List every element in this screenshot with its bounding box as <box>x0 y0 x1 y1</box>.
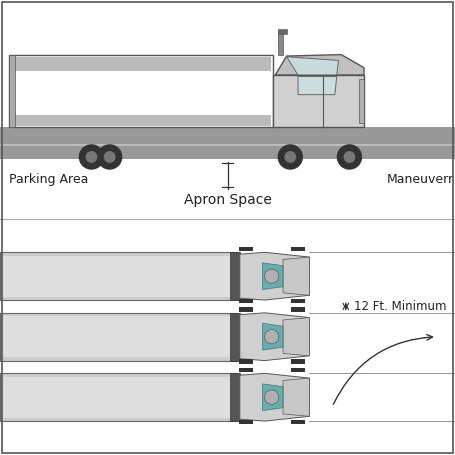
Polygon shape <box>240 252 309 300</box>
Bar <box>239 359 253 364</box>
Polygon shape <box>263 263 283 289</box>
Polygon shape <box>283 378 309 416</box>
Bar <box>239 420 253 424</box>
Polygon shape <box>263 384 283 410</box>
Text: 12 Ft. Minimum: 12 Ft. Minimum <box>354 300 446 313</box>
Bar <box>9 55 273 127</box>
Circle shape <box>264 390 279 404</box>
Bar <box>291 359 305 364</box>
Bar <box>3 256 234 297</box>
Circle shape <box>337 144 362 170</box>
Bar <box>230 373 240 421</box>
Bar <box>0 144 455 146</box>
Polygon shape <box>298 76 337 95</box>
Bar <box>0 313 237 360</box>
Polygon shape <box>283 257 309 295</box>
Circle shape <box>79 144 104 170</box>
Bar <box>3 316 234 357</box>
Bar <box>291 247 305 251</box>
Bar <box>239 368 253 372</box>
Bar <box>291 368 305 372</box>
Text: Apron Space: Apron Space <box>183 193 272 207</box>
Bar <box>291 420 305 424</box>
Circle shape <box>278 144 303 170</box>
Polygon shape <box>240 373 309 421</box>
Circle shape <box>86 151 97 163</box>
Bar <box>230 313 240 360</box>
Bar <box>0 252 237 300</box>
Circle shape <box>264 329 279 344</box>
Bar <box>239 298 253 303</box>
Bar <box>11 116 271 126</box>
Circle shape <box>264 269 279 283</box>
Bar <box>291 298 305 303</box>
Bar <box>278 30 283 55</box>
Polygon shape <box>283 318 309 356</box>
Text: Maneuverr: Maneuverr <box>387 173 454 186</box>
Bar <box>239 247 253 251</box>
Bar <box>230 252 240 300</box>
Polygon shape <box>263 324 283 350</box>
Bar <box>0 373 237 421</box>
Circle shape <box>97 144 122 170</box>
Bar <box>291 308 305 312</box>
Circle shape <box>104 151 116 163</box>
Bar <box>9 55 15 127</box>
Polygon shape <box>240 313 309 360</box>
Text: Parking Area: Parking Area <box>9 173 88 186</box>
FancyArrowPatch shape <box>334 334 432 404</box>
Bar <box>11 57 271 71</box>
Circle shape <box>284 151 296 163</box>
Polygon shape <box>275 55 364 75</box>
Bar <box>239 308 253 312</box>
Bar <box>273 75 364 127</box>
Bar <box>0 127 455 159</box>
Bar <box>3 377 234 418</box>
Circle shape <box>344 151 355 163</box>
Bar <box>359 79 364 123</box>
Polygon shape <box>287 57 339 75</box>
Bar <box>278 29 287 34</box>
